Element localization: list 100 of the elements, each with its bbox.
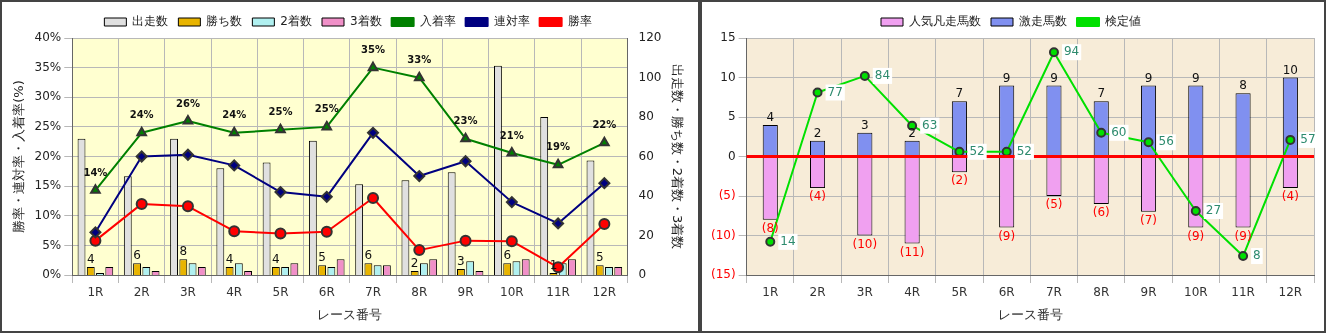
data-label: (6)	[1092, 205, 1110, 220]
data-label: 26%	[175, 97, 200, 109]
data-label: 24%	[222, 109, 247, 121]
data-label: (2)	[950, 173, 968, 188]
x-tick-label: 4R	[904, 285, 921, 300]
x-tick-label: 2R	[133, 285, 150, 300]
x-tick-label: 5R	[951, 285, 968, 300]
data-label: 3	[861, 117, 869, 132]
point	[135, 197, 148, 210]
data-label: 6	[133, 248, 141, 263]
y-tick-label: 0%	[42, 267, 62, 282]
data-label: 2	[410, 256, 419, 271]
data-label: 84	[874, 68, 891, 83]
data-label: 63	[922, 117, 938, 132]
data-label: 7	[1097, 86, 1106, 101]
legend-label: 勝ち数	[206, 14, 243, 29]
point	[459, 155, 472, 168]
x-axis-title: レース番号	[997, 306, 1063, 322]
point	[136, 126, 148, 137]
data-label: (7)	[1140, 212, 1158, 227]
point	[320, 190, 333, 203]
point	[275, 123, 286, 134]
data-label: 56	[1158, 134, 1174, 149]
point	[552, 217, 565, 230]
data-label: 2	[813, 125, 822, 140]
data-label: (4)	[1281, 189, 1299, 204]
point	[320, 225, 333, 238]
x-tick-label: 6R	[318, 285, 335, 300]
y2-tick-label: 80	[638, 109, 654, 124]
data-label: 5	[595, 250, 604, 265]
x-tick-label: 7R	[1045, 285, 1062, 300]
point	[552, 158, 564, 169]
legend-label: 3着数	[350, 14, 382, 29]
x-tick-label: 6R	[998, 285, 1015, 300]
y2-axis-title: 出走数・勝ち数・2着数・3着数	[669, 63, 685, 250]
x-tick-label: 11R	[1231, 285, 1255, 300]
data-label: 4	[272, 252, 280, 267]
point	[1190, 206, 1201, 217]
y-tick-label: 10%	[34, 207, 62, 222]
data-label: 6	[503, 248, 512, 263]
x-tick-label: 4R	[226, 285, 243, 300]
data-label: 9	[1002, 70, 1011, 85]
data-label: (5)	[1045, 197, 1063, 212]
point	[228, 126, 240, 137]
point	[1285, 134, 1296, 145]
x-tick-label: 10R	[1183, 285, 1208, 300]
y2-tick-label: 100	[638, 69, 662, 84]
point	[459, 234, 472, 247]
point	[228, 159, 241, 172]
point	[1096, 127, 1107, 138]
x-axis-title: レース番号	[317, 306, 383, 322]
data-label: 6	[364, 248, 373, 263]
y2-tick-label: 120	[638, 30, 662, 45]
y-tick-label: 30%	[34, 89, 62, 104]
y-tick-label: 0	[727, 148, 736, 163]
y2-tick-label: 40	[638, 188, 654, 203]
data-label: 9	[1191, 70, 1200, 85]
point	[367, 191, 380, 204]
y2-tick-label: 0	[638, 267, 647, 282]
data-label: 57	[1300, 132, 1316, 147]
y-tick-label: 15%	[34, 178, 62, 193]
x-tick-label: 5R	[272, 285, 289, 300]
legend-label: 2着数	[280, 14, 313, 29]
legend-label: 出走数	[132, 14, 169, 29]
legend-label: 人気凡走馬数	[909, 14, 981, 29]
data-label: 33%	[407, 54, 432, 66]
point	[181, 148, 194, 161]
y-tick-label: 10	[720, 69, 736, 84]
data-label: (9)	[998, 228, 1016, 243]
y-tick-label: 25%	[34, 119, 62, 133]
point	[599, 136, 610, 147]
point	[228, 225, 241, 238]
y-tick-label: (10)	[710, 227, 736, 242]
data-label: 27	[1205, 203, 1222, 218]
point	[505, 235, 518, 248]
data-label: 94	[1063, 44, 1080, 59]
data-label: 8	[1239, 78, 1247, 93]
legend-label: 検定値	[1105, 14, 1141, 29]
data-label: (11)	[899, 244, 925, 259]
data-label: 24%	[129, 109, 154, 121]
data-label: (9)	[1234, 228, 1252, 243]
data-label: 22%	[592, 119, 617, 131]
x-tick-label: 10R	[500, 285, 524, 300]
data-label: 52	[969, 143, 985, 158]
data-label: 8	[1253, 248, 1261, 263]
x-tick-label: 8R	[1093, 285, 1110, 300]
data-label: 3	[457, 254, 465, 269]
point	[367, 126, 380, 139]
data-label: 2	[908, 125, 916, 140]
point	[1048, 47, 1059, 58]
data-label: 52	[1016, 143, 1032, 158]
data-label: 60	[1111, 124, 1127, 139]
y2-tick-label: 60	[638, 148, 654, 163]
data-label: 14	[780, 233, 796, 248]
point	[182, 114, 194, 125]
point	[505, 196, 518, 209]
y-tick-label: 40%	[34, 30, 62, 45]
legend-label: 勝率	[567, 14, 592, 29]
data-label: 7	[955, 86, 964, 101]
point	[181, 200, 194, 213]
